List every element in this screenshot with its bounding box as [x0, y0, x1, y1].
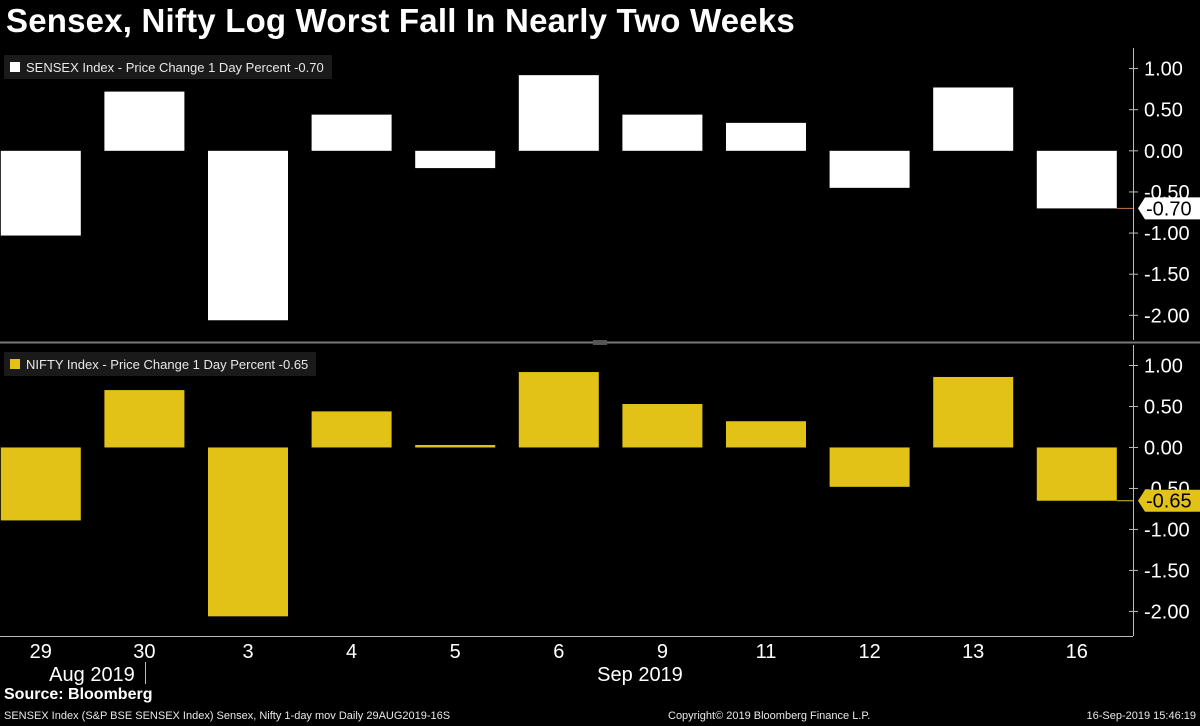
x-tick-label: 30 — [133, 641, 155, 663]
legend-nifty: NIFTY Index - Price Change 1 Day Percent… — [4, 352, 317, 376]
x-tick-label: 6 — [553, 641, 564, 663]
bar-sensex — [726, 122, 806, 151]
x-tick-label: 16 — [1066, 641, 1088, 663]
last-value-label-sensex: -0.70 — [1146, 198, 1192, 220]
y-tick-label-nifty: 0.50 — [1144, 396, 1183, 418]
bar-sensex — [829, 150, 910, 188]
footer-description: SENSEX Index (S&P BSE SENSEX Index) Sens… — [4, 710, 451, 722]
y-tick-label-sensex: 0.50 — [1144, 100, 1183, 122]
x-tick-label: 12 — [858, 641, 880, 663]
y-tick-label-sensex: -1.00 — [1144, 223, 1190, 245]
bar-nifty — [1036, 447, 1117, 501]
y-tick-label-nifty: 0.00 — [1144, 437, 1183, 459]
footer-copyright: Copyright© 2019 Bloomberg Finance L.P. — [668, 710, 871, 722]
chart-title: Sensex, Nifty Log Worst Fall In Nearly T… — [6, 2, 795, 39]
last-value-badge-nifty — [1138, 489, 1200, 512]
bar-nifty — [0, 447, 81, 521]
legend-swatch-nifty — [10, 359, 20, 369]
panel-divider-handle — [593, 340, 607, 345]
y-tick-label-sensex: -2.00 — [1144, 305, 1190, 327]
last-value-badge-sensex — [1138, 197, 1200, 220]
bar-nifty — [208, 447, 288, 617]
footer-timestamp: 16-Sep-2019 15:46:19 — [1086, 710, 1196, 722]
x-tick-label: 11 — [756, 641, 777, 663]
bar-nifty — [829, 447, 910, 487]
last-value-label-nifty: -0.65 — [1146, 491, 1192, 513]
x-month-label-aug: Aug 2019 — [49, 664, 135, 686]
y-tick-label-nifty: -2.00 — [1144, 601, 1190, 623]
x-tick-label: 29 — [30, 641, 52, 663]
x-tick-label: 9 — [657, 641, 668, 663]
bar-nifty — [933, 376, 1014, 448]
bar-sensex — [622, 114, 703, 151]
legend-sensex: SENSEX Index - Price Change 1 Day Percen… — [4, 55, 332, 79]
x-tick-label: 13 — [962, 641, 984, 663]
bar-sensex — [311, 114, 392, 151]
bar-sensex — [0, 150, 81, 236]
y-tick-label-nifty: -1.00 — [1144, 519, 1190, 541]
y-tick-label-sensex: 1.00 — [1144, 59, 1183, 81]
bar-nifty — [622, 404, 703, 448]
x-month-label-sep: Sep 2019 — [597, 664, 683, 686]
x-tick-label: 3 — [242, 641, 253, 663]
bar-sensex — [415, 150, 496, 169]
bar-sensex — [933, 87, 1014, 151]
y-tick-label-nifty: 1.00 — [1144, 355, 1183, 377]
bar-sensex — [104, 91, 185, 151]
bar-nifty — [311, 411, 392, 448]
bar-sensex — [208, 150, 288, 321]
y-tick-label-sensex: 0.00 — [1144, 141, 1183, 163]
bar-nifty — [518, 372, 599, 448]
bar-nifty — [726, 421, 806, 448]
x-tick-label: 4 — [346, 641, 357, 663]
legend-label-sensex: SENSEX Index - Price Change 1 Day Percen… — [26, 59, 324, 75]
y-tick-label-nifty: -1.50 — [1144, 560, 1190, 582]
bar-sensex — [518, 75, 599, 151]
source-label: Source: Bloomberg — [4, 686, 153, 703]
bar-sensex — [1036, 150, 1117, 209]
bar-nifty — [415, 445, 496, 448]
legend-swatch-sensex — [10, 62, 20, 72]
bar-nifty — [104, 390, 185, 448]
x-tick-label: 5 — [450, 641, 461, 663]
y-tick-label-sensex: -1.50 — [1144, 264, 1190, 286]
legend-label-nifty: NIFTY Index - Price Change 1 Day Percent… — [26, 356, 309, 372]
